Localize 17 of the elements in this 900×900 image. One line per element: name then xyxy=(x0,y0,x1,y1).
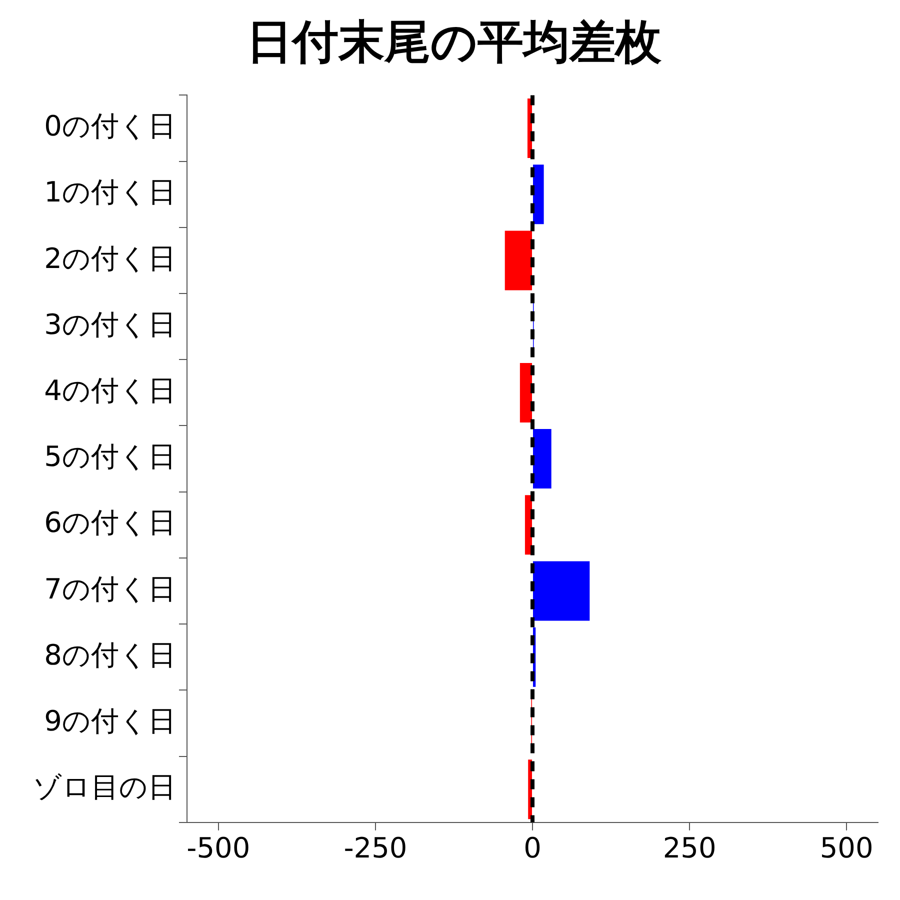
x-tick-label: 250 xyxy=(662,831,716,864)
y-tick-label: 1の付く日 xyxy=(44,176,176,209)
y-tick-label: 9の付く日 xyxy=(44,704,176,738)
chart-title: 日付末尾の平均差枚 xyxy=(246,14,662,69)
y-tick-label: 8の付く日 xyxy=(44,638,176,672)
y-tick-label: 5の付く日 xyxy=(44,440,176,474)
x-tick-label: -250 xyxy=(344,831,408,864)
y-tick-label: 3の付く日 xyxy=(44,308,176,341)
y-tick-label: 0の付く日 xyxy=(44,110,176,143)
y-tick-label: 2の付く日 xyxy=(44,242,176,275)
y-tick-label: 4の付く日 xyxy=(44,374,176,407)
y-tick-label: 7の付く日 xyxy=(44,572,176,606)
y-tick-label: 6の付く日 xyxy=(44,506,176,540)
x-tick-label: 500 xyxy=(820,831,874,864)
x-tick-label: 0 xyxy=(524,831,542,864)
x-tick-label: -500 xyxy=(186,831,250,864)
y-tick-label: ゾロ目の日 xyxy=(33,770,176,804)
